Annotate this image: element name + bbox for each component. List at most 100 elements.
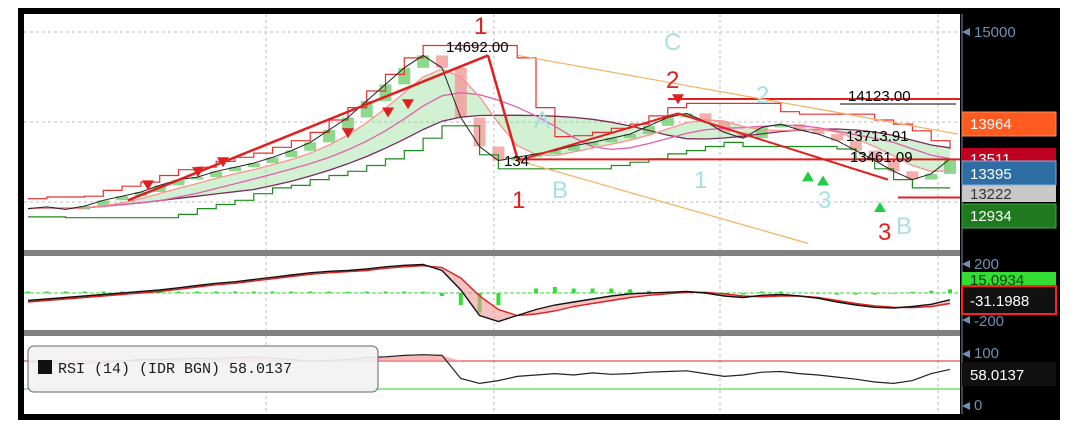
sell-marker [342,128,354,139]
price-grid [24,14,960,250]
price-ma-fast [27,68,951,210]
rsi-tick-100: 100 [974,345,999,362]
badge-12934: 12934 [961,203,1057,229]
price-candle [116,196,129,201]
price-candle [831,134,844,141]
macd-tick-neg200: -200 [974,313,1004,330]
sell-marker [217,157,229,168]
price-candle [925,173,938,180]
wave-label-a: A [534,107,550,134]
trend-line-wave1 [127,54,489,202]
macd-badge-value: -31.1988 [961,285,1057,315]
wave-label-1-minor: 1 [694,167,707,194]
sell-marker [402,99,414,110]
price-candle [849,140,862,151]
price-candle [97,200,110,207]
price-badges: 13964 13511 13222 13395 12934 [961,111,1057,229]
rsi-value-badge: 58.0137 [962,362,1056,386]
price-overlays: 1213CAB213B14692.0014123.0013713.9113461… [127,13,960,246]
price-candle [436,55,448,68]
buy-marker [802,171,814,182]
price-candle [755,127,768,139]
macd-panel [24,256,960,330]
wave-label-c: C [664,29,681,56]
price-panel: 1213CAB213B14692.0014123.0013713.9113461… [24,13,960,250]
trend-line-wave3 [677,112,889,181]
badge-13395-text: 13395 [970,166,1012,183]
macd-line [27,263,951,323]
wave-label-1-top: 1 [474,13,487,40]
price-note-14692: 14692.00 [446,39,509,56]
price-candle [548,150,561,154]
panel-separator [24,250,960,256]
price-candle [661,117,674,126]
price-candle [229,167,241,172]
trend-line-drop [486,55,520,161]
price-candle [737,132,749,139]
trend-line-wave2 [517,112,679,162]
price-candle [887,160,900,172]
price-note-14123: 14123.00 [848,88,911,105]
price-candle [172,179,185,186]
wave-label-2-minor: 2 [756,82,769,109]
macd-badge-value-text: -31.1988 [970,293,1029,310]
price-cloud [28,68,950,209]
price-candle [247,163,260,168]
rsi-legend-text: RSI (14) (IDR BGN) 58.0137 [58,361,292,378]
badge-13964-text: 13964 [970,116,1012,133]
price-note-13713: 13713.91 [846,128,909,145]
price-candle [567,145,580,151]
price-candle [266,157,279,164]
buy-marker [817,175,829,186]
sell-marker [192,167,204,178]
panel-separator-2 [24,330,960,336]
rsi-tick-0: 0 [974,397,982,414]
price-candle [868,150,881,161]
price-candle [586,142,599,146]
price-candle [398,67,411,85]
badge-13222-text: 13222 [970,186,1012,203]
rsi-legend[interactable]: RSI (14) (IDR BGN) 58.0137 [27,345,379,393]
price-candle [624,134,637,139]
price-candle [304,142,317,151]
channel-line-upper [517,54,959,135]
badge-13395: 13395 [961,160,1057,186]
sell-marker [382,107,394,118]
price-candle [492,146,505,161]
channel-line-lower [517,159,809,244]
price-support-step [28,125,950,219]
price-candle [793,124,806,130]
price-series-layer [27,44,956,219]
wave-label-b: B [552,177,568,204]
price-candle [210,171,223,178]
price-note-13461: 13461.09 [850,149,913,166]
tick-marker [962,316,970,324]
sell-marker [142,180,154,191]
price-candle [944,158,956,174]
price-candle [605,138,618,143]
badge-12934-text: 12934 [970,208,1012,225]
macd-badge-green: 15.0934 [962,272,1056,289]
rsi-legend-swatch [38,360,52,374]
price-note-134: 134 [504,153,529,170]
wave-label-2: 2 [666,67,679,94]
price-candle [285,150,298,158]
rsi-panel: RSI (14) (IDR BGN) 58.0137 [24,336,960,414]
price-candle [699,113,712,122]
macd-signal-fill [28,264,950,322]
macd-badge-green-text: 15.0934 [970,272,1024,289]
macd-tick-200: 200 [974,256,999,273]
price-candle [812,129,825,134]
tick-marker [962,350,970,358]
price-ma-mid [27,92,951,210]
buy-marker [874,201,886,212]
macd-series-layer [24,263,960,323]
rsi-legend-box[interactable] [27,345,379,393]
wave-label-3-minor: 3 [818,187,831,214]
price-candle [906,171,919,180]
badge-13964: 13964 [961,111,1057,137]
sell-marker [672,94,684,105]
tick-marker [962,28,970,36]
wave-label-1-low: 1 [512,187,525,214]
technical-chart: 1213CAB213B14692.0014123.0013713.9113461… [24,13,1060,414]
